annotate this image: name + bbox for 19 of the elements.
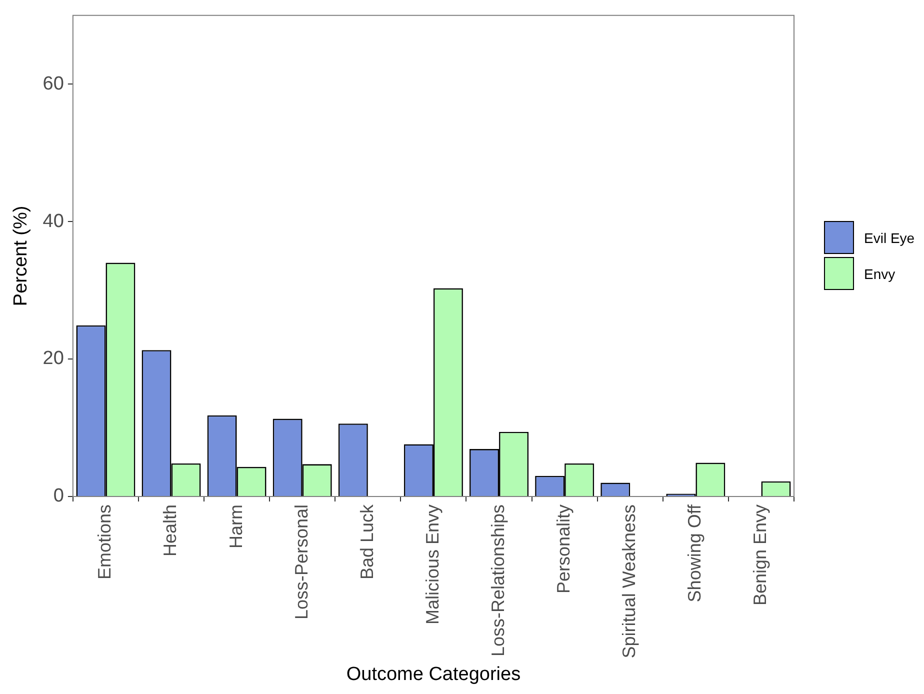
x-tick-label: Malicious Envy <box>422 504 442 625</box>
y-axis-title: Percent (%) <box>10 206 32 306</box>
x-tick-label: Loss-Relationships <box>488 504 508 657</box>
x-tick-label: Loss-Personal <box>291 504 312 620</box>
x-tick-label: Showing Off <box>684 503 705 602</box>
y-tick-label: 60 <box>42 73 64 94</box>
x-tick-label: Bad Luck <box>356 503 377 580</box>
x-tick-label: Harm <box>226 504 246 548</box>
x-tick-label: Personality <box>554 504 574 594</box>
legend-label: Envy <box>864 266 896 282</box>
legend-label: Evil Eye <box>864 230 915 246</box>
y-tick-label: 20 <box>42 348 64 370</box>
y-tick-label: 0 <box>53 486 64 507</box>
y-tick-label: 40 <box>42 210 64 232</box>
x-tick-label: Emotions <box>94 504 115 580</box>
x-tick-label: Spiritual Weakness <box>619 504 640 658</box>
x-axis-title: Outcome Categories <box>346 664 521 685</box>
x-tick-label: Benign Envy <box>750 504 770 606</box>
x-tick-label: Health <box>160 504 180 556</box>
